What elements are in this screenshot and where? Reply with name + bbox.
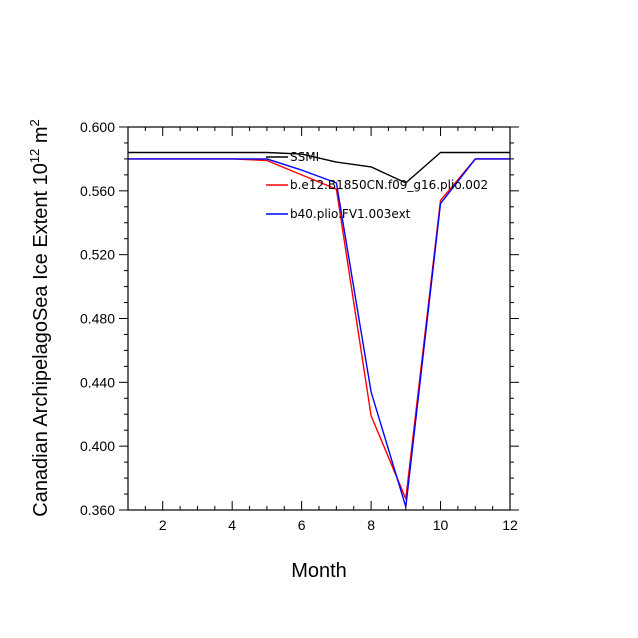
series-line-0 — [128, 151, 510, 184]
y-tick-label: 0.440 — [80, 374, 115, 390]
series-line-2 — [128, 158, 510, 508]
y-axis-title-unit: m — [30, 126, 52, 148]
axis-ticks — [119, 126, 519, 511]
legend-label: b.e12.B1850CN.f09_g16.plio.002 — [290, 178, 488, 192]
y-axis-title-main: Canadian ArchipelagoSea Ice Extent 10 — [30, 163, 52, 517]
y-tick-label: 0.480 — [80, 311, 115, 327]
series-layer — [128, 151, 510, 508]
y-axis-title: Canadian ArchipelagoSea Ice Extent 1012 … — [27, 119, 52, 517]
legend-label: SSMI — [290, 150, 319, 164]
y-tick-label: 0.520 — [80, 247, 115, 263]
x-tick-label: 6 — [298, 517, 306, 533]
y-tick-label: 0.360 — [80, 502, 115, 518]
y-axis-title-unit-exponent: 2 — [27, 119, 42, 126]
y-tick-label: 0.600 — [80, 119, 115, 135]
legend: SSMI b.e12.B1850CN.f09_g16.plio.002 b40.pl… — [266, 150, 488, 221]
y-tick-label: 0.400 — [80, 438, 115, 454]
x-tick-label: 2 — [159, 517, 167, 533]
x-tick-label: 8 — [367, 517, 375, 533]
y-axis-title-exponent: 12 — [27, 149, 42, 163]
x-tick-label: 12 — [502, 517, 518, 533]
tick-labels: 2 4 6 8 10 12 0.360 0.400 0.440 0.480 0.520 0.560 0.… — [80, 119, 518, 533]
x-axis-title: Month — [291, 560, 347, 582]
legend-label: b40.plio.FV1.003ext — [290, 207, 411, 221]
x-tick-label: 4 — [228, 517, 236, 533]
y-tick-label: 0.560 — [80, 183, 115, 199]
x-tick-label: 10 — [433, 517, 449, 533]
